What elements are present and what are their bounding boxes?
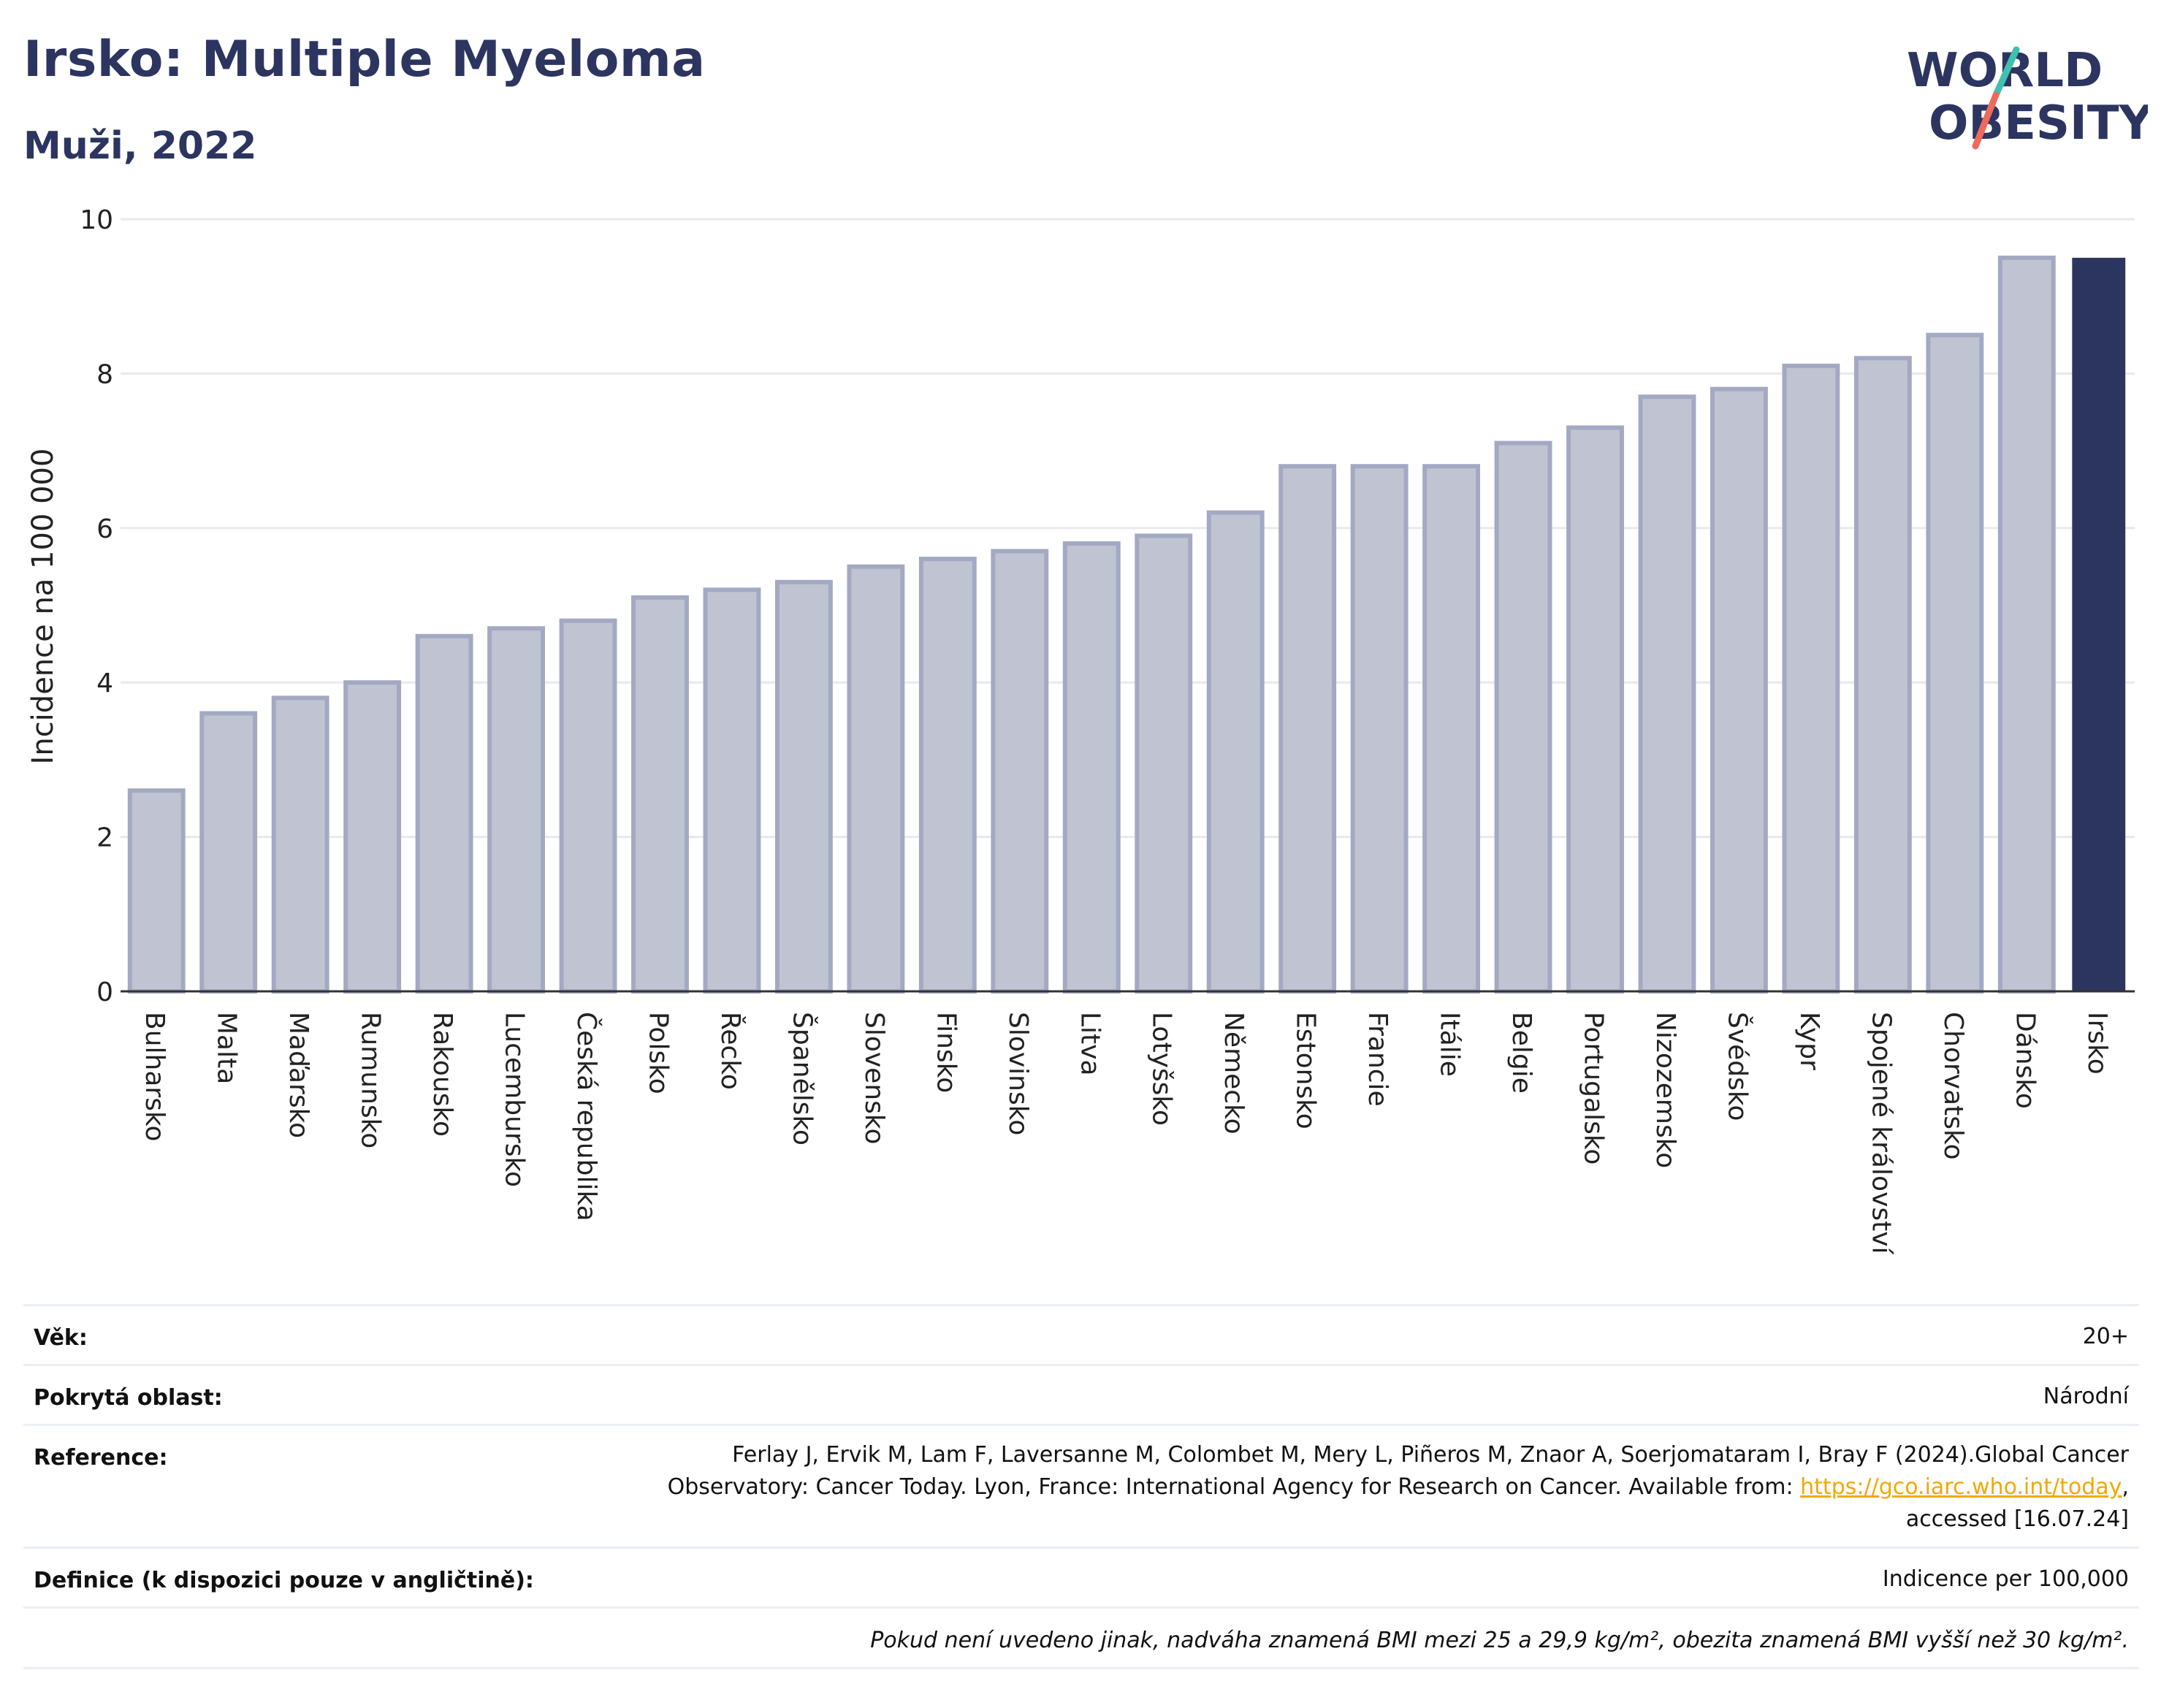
bar-švédsko	[1710, 386, 1768, 994]
table-bottom-divider	[23, 1667, 2139, 1669]
bar-řecko	[703, 587, 761, 994]
x-tick-label: Kypr	[1794, 1012, 1824, 1070]
x-tick-label: Maďarsko	[283, 1012, 313, 1138]
x-tick-label: Portugalsko	[1579, 1012, 1609, 1164]
bar-itálie	[1422, 464, 1481, 994]
bar-malta	[199, 711, 258, 994]
bar-francie	[1350, 464, 1409, 994]
reference-link[interactable]: https://gco.iarc.who.int/today	[1800, 1474, 2122, 1500]
bar-spojené-království	[1853, 356, 1912, 994]
x-tick-label: Polsko	[643, 1012, 673, 1094]
reference-line1: Ferlay J, Ervik M, Lam F, Laversanne M, …	[732, 1442, 2129, 1468]
bar-chorvatsko	[1926, 332, 1984, 994]
logo-line2: OBESITY	[1929, 96, 2148, 150]
x-tick-label: Litva	[1075, 1012, 1105, 1076]
bar-polsko	[631, 595, 689, 994]
x-tick-label: Řecko	[715, 1012, 746, 1090]
page-title: Irsko: Multiple Myeloma	[23, 31, 706, 88]
world-obesity-logo: WORLD OBESITY	[1907, 44, 2148, 150]
y-tick-label: 8	[96, 359, 113, 389]
age-value: 20+	[2082, 1324, 2129, 1349]
tick-labels: 0 2 4 6 8 10 Bulharsko Malta Maďarsko Rumunsko Rak…	[80, 205, 2112, 1255]
x-tick-label: Rakousko	[427, 1012, 457, 1137]
bar-irsko	[2072, 257, 2126, 992]
area-value: Národní	[2043, 1384, 2129, 1409]
y-tick-label: 2	[96, 823, 113, 853]
bar-portugalsko	[1566, 425, 1624, 994]
info-row-age: Věk: 20+	[23, 1304, 2139, 1366]
bar-nizozemsko	[1638, 394, 1696, 994]
bars	[127, 255, 2126, 994]
x-tick-label: Německo	[1219, 1012, 1249, 1135]
reference-line2: Observatory: Cancer Today. Lyon, France:…	[668, 1471, 2129, 1503]
x-tick-label: Česká republika	[571, 1012, 602, 1221]
x-tick-label: Španělsko	[787, 1012, 817, 1145]
bar-litva	[1062, 541, 1121, 994]
bar-lotyšsko	[1135, 533, 1193, 994]
reference-line2-end: ,	[2122, 1474, 2129, 1500]
bar-maďarsko	[271, 695, 329, 994]
x-tick-label: Slovensko	[859, 1012, 889, 1145]
definition-label: Definice (k dispozici pouze v angličtině…	[34, 1568, 534, 1593]
bar-lucembursko	[487, 626, 545, 994]
info-row-definition: Definice (k dispozici pouze v angličtině…	[23, 1547, 2139, 1609]
bar-česká-republika	[559, 618, 617, 994]
info-row-note: Pokud není uvedeno jinak, nadváha znamen…	[23, 1606, 2139, 1669]
bar-německo	[1206, 510, 1265, 994]
area-label: Pokrytá oblast:	[34, 1385, 223, 1411]
x-tick-label: Chorvatsko	[1938, 1012, 1968, 1160]
x-tick-label: Francie	[1362, 1012, 1392, 1107]
age-label: Věk:	[34, 1325, 88, 1351]
x-tick-label: Malta	[212, 1012, 242, 1084]
reference-value: Ferlay J, Ervik M, Lam F, Laversanne M, …	[668, 1439, 2129, 1536]
x-tick-label: Bulharsko	[140, 1012, 169, 1142]
page-subtitle: Muži, 2022	[23, 124, 257, 168]
x-tick-label: Spojené království	[1866, 1012, 1896, 1255]
reference-label: Reference:	[34, 1445, 168, 1471]
x-tick-label: Finsko	[931, 1012, 961, 1093]
info-row-area: Pokrytá oblast: Národní	[23, 1364, 2139, 1426]
info-row-reference: Reference: Ferlay J, Ervik M, Lam F, Lav…	[23, 1424, 2139, 1549]
x-tick-label: Lotyšsko	[1147, 1012, 1177, 1126]
reference-line2-text: Observatory: Cancer Today. Lyon, France:…	[667, 1474, 1801, 1500]
bar-rumunsko	[343, 680, 402, 994]
x-tick-label: Irsko	[2082, 1012, 2112, 1075]
bar-estonsko	[1278, 464, 1337, 994]
bar-slovensko	[847, 564, 905, 994]
bar-finsko	[918, 557, 977, 994]
y-tick-label: 10	[80, 205, 113, 235]
bar-španělsko	[774, 579, 833, 994]
x-tick-label: Nizozemsko	[1650, 1012, 1680, 1168]
bar-dánsko	[1997, 255, 2056, 994]
y-tick-label: 6	[96, 514, 113, 544]
bar-belgie	[1494, 441, 1552, 994]
x-tick-label: Estonsko	[1291, 1012, 1321, 1129]
x-tick-label: Itálie	[1435, 1012, 1465, 1077]
x-tick-label: Slovinsko	[1003, 1012, 1033, 1135]
x-tick-label: Belgie	[1506, 1012, 1536, 1094]
y-tick-label: 4	[96, 668, 113, 698]
bar-rakousko	[415, 633, 473, 994]
x-tick-label: Dánsko	[2010, 1012, 2040, 1109]
y-tick-label: 0	[96, 977, 113, 1007]
bmi-note: Pokud není uvedeno jinak, nadváha znamen…	[870, 1628, 2129, 1653]
bar-slovinsko	[991, 549, 1049, 994]
logo-slash-coral	[1972, 91, 2000, 150]
bar-chart: 0 2 4 6 8 10 Bulharsko Malta Maďarsko Rumunsko Rak…	[26, 205, 2135, 1255]
definition-value: Indicence per 100,000	[1882, 1566, 2129, 1592]
bar-bulharsko	[127, 788, 186, 994]
bar-kypr	[1782, 363, 1840, 994]
y-axis-label: Incidence na 100 000	[26, 449, 60, 765]
reference-line3: accessed [16.07.24]	[1905, 1506, 2129, 1532]
x-tick-label: Lucembursko	[500, 1012, 530, 1187]
x-tick-label: Švédsko	[1722, 1012, 1753, 1121]
x-tick-label: Rumunsko	[356, 1012, 386, 1148]
logo-slash-teal	[1992, 46, 2020, 99]
